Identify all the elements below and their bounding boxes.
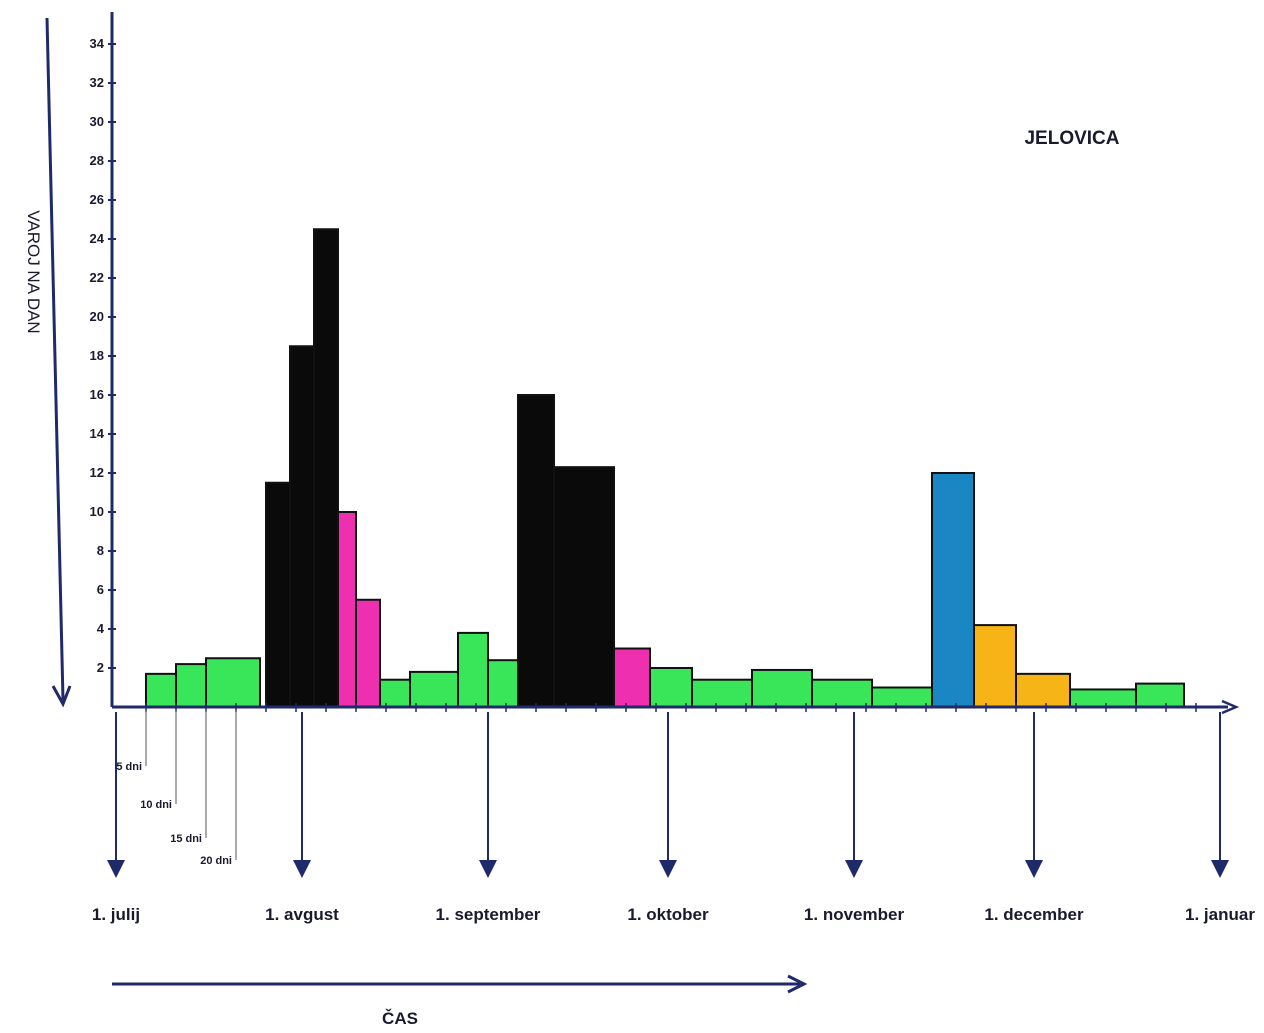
y-tick-label-4: 10 [90, 504, 104, 519]
day-marker-label-0: 5 dni [116, 761, 142, 773]
y-tick-label-8: 18 [90, 348, 104, 363]
day-marker-label-1: 10 dni [140, 799, 172, 811]
bar-22 [1015, 672, 1071, 708]
bar-11 [487, 659, 519, 709]
bar-6 [337, 511, 357, 708]
bar-8 [379, 678, 411, 709]
ylabel-arrowhead [51, 685, 72, 708]
bar-17 [751, 668, 813, 709]
month-label-0: 1. julij [92, 905, 140, 924]
bar-10 [457, 631, 489, 709]
x-axis-label: ČAS [382, 1009, 418, 1028]
bar-20 [931, 472, 975, 708]
chart-title: JELOVICA [1024, 128, 1119, 149]
y-tick-label-15: 32 [90, 75, 104, 90]
y-tick-label-9: 20 [90, 309, 104, 324]
day-marker-label-2: 15 dni [170, 833, 202, 845]
y-tick-label-11: 24 [90, 231, 105, 246]
bar-24 [1135, 682, 1185, 708]
y-axis-label: VAROJ NA DAN [24, 210, 43, 333]
month-label-1: 1. avgust [265, 905, 339, 924]
month-label-4: 1. november [804, 905, 905, 924]
month-label-2: 1. september [436, 905, 541, 924]
y-tick-label-6: 14 [90, 426, 105, 441]
month-arrowhead-3 [659, 860, 677, 878]
bar-0 [145, 672, 177, 708]
y-tick-label-3: 8 [97, 543, 104, 558]
x-minor-ticks [145, 703, 1197, 712]
bar-5 [313, 228, 339, 708]
month-markers: 1. julij 1. avgust 1. september 1. oktober 1… [92, 712, 1255, 924]
bar-16 [691, 678, 753, 709]
time-arrowhead [787, 974, 808, 994]
day-marker-label-3: 20 dni [200, 855, 232, 867]
bar-21 [973, 624, 1017, 708]
y-tick-label-0: 2 [97, 660, 104, 675]
month-label-5: 1. december [984, 905, 1084, 924]
ylabel-arrow [45, 17, 65, 701]
x-axis-arrowhead [1221, 699, 1240, 715]
bar-2 [205, 657, 261, 708]
y-tick-label-13: 28 [90, 153, 104, 168]
bars-layer [145, 228, 1185, 709]
y-tick-label-14: 30 [90, 114, 104, 129]
bar-1 [175, 663, 207, 708]
y-tick-label-16: 34 [90, 36, 105, 51]
bar-3 [265, 481, 291, 708]
bar-18 [811, 678, 873, 709]
month-arrowhead-1 [293, 860, 311, 878]
month-arrowhead-6 [1211, 860, 1229, 878]
month-arrowhead-5 [1025, 860, 1043, 878]
y-tick-label-2: 6 [97, 582, 104, 597]
month-arrowhead-0 [107, 860, 125, 878]
y-tick-label-10: 22 [90, 270, 104, 285]
month-label-3: 1. oktober [627, 905, 709, 924]
month-arrowhead-4 [845, 860, 863, 878]
bar-19 [871, 686, 933, 708]
bar-4 [289, 345, 315, 708]
month-arrowhead-2 [479, 860, 497, 878]
bar-14 [613, 647, 651, 708]
bar-7 [355, 598, 381, 708]
y-tick-label-12: 26 [90, 192, 104, 207]
bar-12 [517, 394, 555, 708]
bar-13 [553, 466, 615, 708]
bar-23 [1069, 688, 1137, 709]
bar-15 [649, 667, 693, 708]
y-tick-label-1: 4 [97, 621, 105, 636]
day-markers: 5 dni 10 dni 15 dni 20 dni [116, 710, 237, 867]
y-tick-label-5: 12 [90, 465, 104, 480]
bar-9 [409, 670, 459, 709]
month-label-6: 1. januar [1185, 905, 1255, 924]
y-tick-label-7: 16 [90, 387, 104, 402]
